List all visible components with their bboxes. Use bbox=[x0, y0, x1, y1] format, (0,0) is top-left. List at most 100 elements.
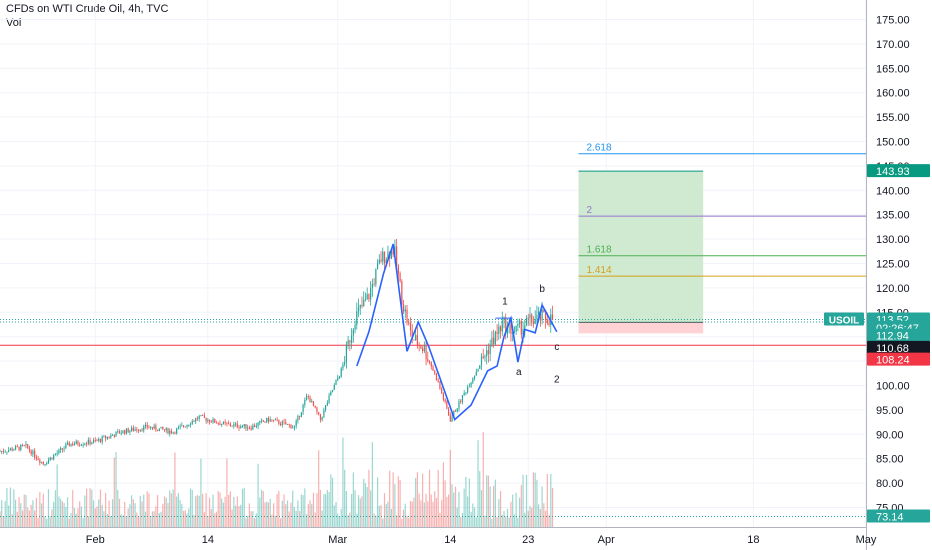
candle-body bbox=[349, 340, 351, 343]
candle-body bbox=[73, 444, 76, 446]
volume-bar bbox=[70, 513, 72, 527]
volume-bar bbox=[191, 489, 193, 527]
volume-bar bbox=[472, 503, 474, 527]
volume-bar bbox=[11, 514, 13, 527]
candle-body bbox=[439, 382, 441, 389]
volume-bar bbox=[486, 475, 488, 527]
volume-bar bbox=[137, 516, 140, 527]
volume-bar bbox=[221, 498, 223, 527]
volume-bar bbox=[484, 515, 486, 527]
volume-bar bbox=[396, 515, 398, 527]
y-tick-label: 90.00 bbox=[876, 429, 904, 441]
volume-bar bbox=[397, 476, 399, 527]
candle-body bbox=[262, 420, 264, 422]
candle-body bbox=[127, 428, 129, 433]
volume-bar bbox=[226, 458, 228, 527]
candle-body bbox=[297, 415, 299, 421]
candle-body bbox=[441, 388, 443, 394]
y-tick-label: 130.00 bbox=[876, 234, 910, 246]
candle-body bbox=[87, 439, 89, 444]
candle-body bbox=[411, 330, 413, 340]
candle-body bbox=[285, 422, 287, 425]
volume-bar bbox=[177, 493, 180, 527]
chart-title: CFDs on WTI Crude Oil, 4h, TVC bbox=[6, 3, 169, 15]
candle-body bbox=[415, 335, 417, 341]
volume-bar bbox=[259, 497, 261, 527]
candle-body bbox=[101, 436, 103, 442]
volume-bar bbox=[243, 487, 245, 527]
volume-bar bbox=[318, 450, 320, 527]
candle-body bbox=[513, 331, 516, 333]
price-badge bbox=[867, 340, 930, 354]
volume-bar bbox=[53, 501, 55, 527]
volume-bar bbox=[136, 512, 138, 527]
candle-body bbox=[522, 329, 524, 335]
volume-bar bbox=[520, 485, 522, 527]
volume-bar bbox=[477, 440, 479, 527]
volume-bar bbox=[345, 491, 348, 527]
volume-bar bbox=[196, 494, 199, 527]
y-tick-label: 120.00 bbox=[876, 283, 910, 295]
volume-bar bbox=[146, 491, 148, 527]
candle-body bbox=[544, 312, 547, 320]
candle-body bbox=[241, 426, 244, 428]
volume-bar bbox=[13, 489, 15, 527]
volume-bar bbox=[325, 494, 327, 527]
candle-body bbox=[515, 325, 517, 332]
volume-bar bbox=[233, 496, 235, 527]
volume-bar bbox=[115, 452, 117, 527]
volume-bar bbox=[491, 518, 493, 527]
volume-bar bbox=[134, 503, 136, 527]
volume-bar bbox=[30, 504, 32, 527]
volume-bar bbox=[163, 496, 166, 527]
candle-body bbox=[137, 430, 140, 432]
candle-body bbox=[160, 426, 162, 429]
volume-bar bbox=[281, 500, 283, 527]
candle-body bbox=[72, 443, 74, 446]
candle-body bbox=[63, 448, 65, 450]
candle-body bbox=[345, 344, 348, 363]
volume-bar bbox=[219, 492, 221, 527]
candle-body bbox=[467, 387, 469, 393]
candle-body bbox=[134, 429, 136, 431]
candle-body bbox=[472, 378, 474, 383]
candle-body bbox=[335, 380, 337, 385]
volume-bar bbox=[63, 502, 65, 527]
candle-body bbox=[487, 350, 490, 355]
volume-bar bbox=[170, 493, 173, 527]
candle-body bbox=[505, 318, 507, 334]
volume-bar bbox=[262, 491, 264, 527]
candle-body bbox=[77, 441, 79, 445]
volume-bar bbox=[240, 504, 242, 527]
volume-bar bbox=[274, 515, 276, 527]
candle-body bbox=[390, 249, 393, 259]
volume-bar bbox=[544, 510, 547, 527]
candle-body bbox=[131, 427, 133, 431]
volume-bar bbox=[182, 510, 185, 527]
volume-bar bbox=[85, 488, 88, 527]
candle-body bbox=[316, 407, 318, 413]
candle-body bbox=[165, 428, 167, 431]
volume-bar bbox=[387, 501, 389, 527]
volume-bar bbox=[413, 497, 415, 527]
volume-bar bbox=[435, 497, 438, 527]
candle-body bbox=[527, 317, 529, 319]
candle-body bbox=[23, 445, 25, 447]
volume-bar bbox=[543, 503, 545, 527]
candle-body bbox=[122, 430, 124, 433]
wave-label: 2 bbox=[554, 375, 560, 386]
candle-body bbox=[182, 425, 185, 427]
x-tick-label: Mar bbox=[328, 534, 347, 546]
y-tick-label: 160.00 bbox=[876, 88, 910, 100]
candle-body bbox=[387, 251, 389, 260]
loss-zone bbox=[578, 322, 704, 334]
candle-body bbox=[331, 389, 334, 393]
volume-bar bbox=[522, 474, 524, 527]
candle-body bbox=[350, 335, 353, 343]
candle-body bbox=[432, 366, 434, 371]
wave-label: a bbox=[516, 367, 522, 378]
candle-body bbox=[501, 320, 503, 332]
volume-bar bbox=[252, 511, 254, 527]
volume-bar bbox=[105, 492, 107, 527]
